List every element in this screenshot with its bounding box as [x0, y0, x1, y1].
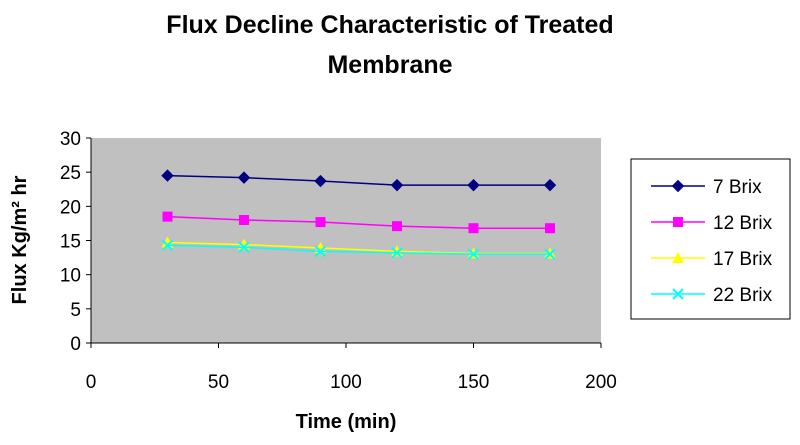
data-point-12-brix: [162, 211, 173, 222]
data-point-7-brix: [237, 171, 251, 184]
legend-marker-22-brix: [672, 288, 684, 300]
y-tick-label: 25: [60, 163, 81, 184]
data-point-22-brix: [314, 245, 327, 258]
y-tick-label: 10: [60, 266, 81, 287]
y-tick-label: 0: [70, 334, 81, 355]
data-point-17-brix: [391, 245, 403, 257]
data-point-22-brix: [238, 241, 250, 254]
y-tick-label: 20: [60, 197, 81, 218]
legend: 7 Brix 12 Brix 17 Brix 22 Brix: [651, 177, 773, 306]
chart-title-line-2: Membrane: [327, 51, 452, 79]
data-point-12-brix: [468, 223, 479, 234]
legend-marker-12-brix: [673, 217, 683, 227]
x-tick-label: 100: [330, 372, 362, 393]
legend-label-12-brix: 12 Brix: [713, 213, 773, 234]
data-point-12-brix: [392, 221, 402, 232]
data-point-7-brix: [314, 174, 327, 188]
x-axis-title: Time (min): [296, 411, 397, 433]
series-layer: [161, 169, 557, 260]
data-point-17-brix: [314, 242, 327, 254]
data-point-22-brix: [161, 239, 174, 251]
legend-marker-7-brix: [671, 179, 685, 193]
data-point-22-brix: [544, 248, 556, 260]
series-line-12-brix: [167, 215, 550, 229]
data-point-7-brix: [543, 178, 557, 192]
y-tick-label: 15: [60, 232, 81, 253]
series-line-22-brix: [167, 244, 550, 255]
data-point-7-brix: [467, 178, 480, 192]
y-tick-label: 30: [60, 129, 81, 150]
data-point-22-brix: [467, 248, 480, 260]
data-point-12-brix: [239, 215, 249, 225]
legend-label-17-brix: 17 Brix: [713, 249, 773, 270]
x-tick-label: 150: [458, 372, 490, 393]
series-line-7-brix: [167, 174, 550, 186]
legend-label-22-brix: 22 Brix: [713, 285, 773, 306]
y-tick-label: 5: [70, 300, 81, 321]
data-point-7-brix: [390, 178, 404, 192]
data-point-7-brix: [161, 169, 174, 182]
chart-title-line-1: Flux Decline Characteristic of Treated: [166, 11, 613, 39]
data-point-12-brix: [315, 217, 326, 228]
y-axis-title: Flux Kg/m² hr: [9, 175, 31, 304]
x-tick-label: 50: [208, 372, 229, 393]
plot-area: [91, 138, 601, 343]
x-tick-label: 0: [86, 372, 97, 393]
data-point-12-brix: [545, 223, 555, 234]
x-tick-label: 200: [585, 372, 617, 393]
x-axis-ticks: 0 50 100 150 200: [86, 343, 617, 393]
y-axis-ticks: 0 5 10 15 20 25 30: [60, 129, 91, 355]
data-point-22-brix: [391, 247, 403, 259]
legend-label-7-brix: 7 Brix: [713, 177, 762, 198]
legend-marker-17-brix: [672, 252, 684, 263]
